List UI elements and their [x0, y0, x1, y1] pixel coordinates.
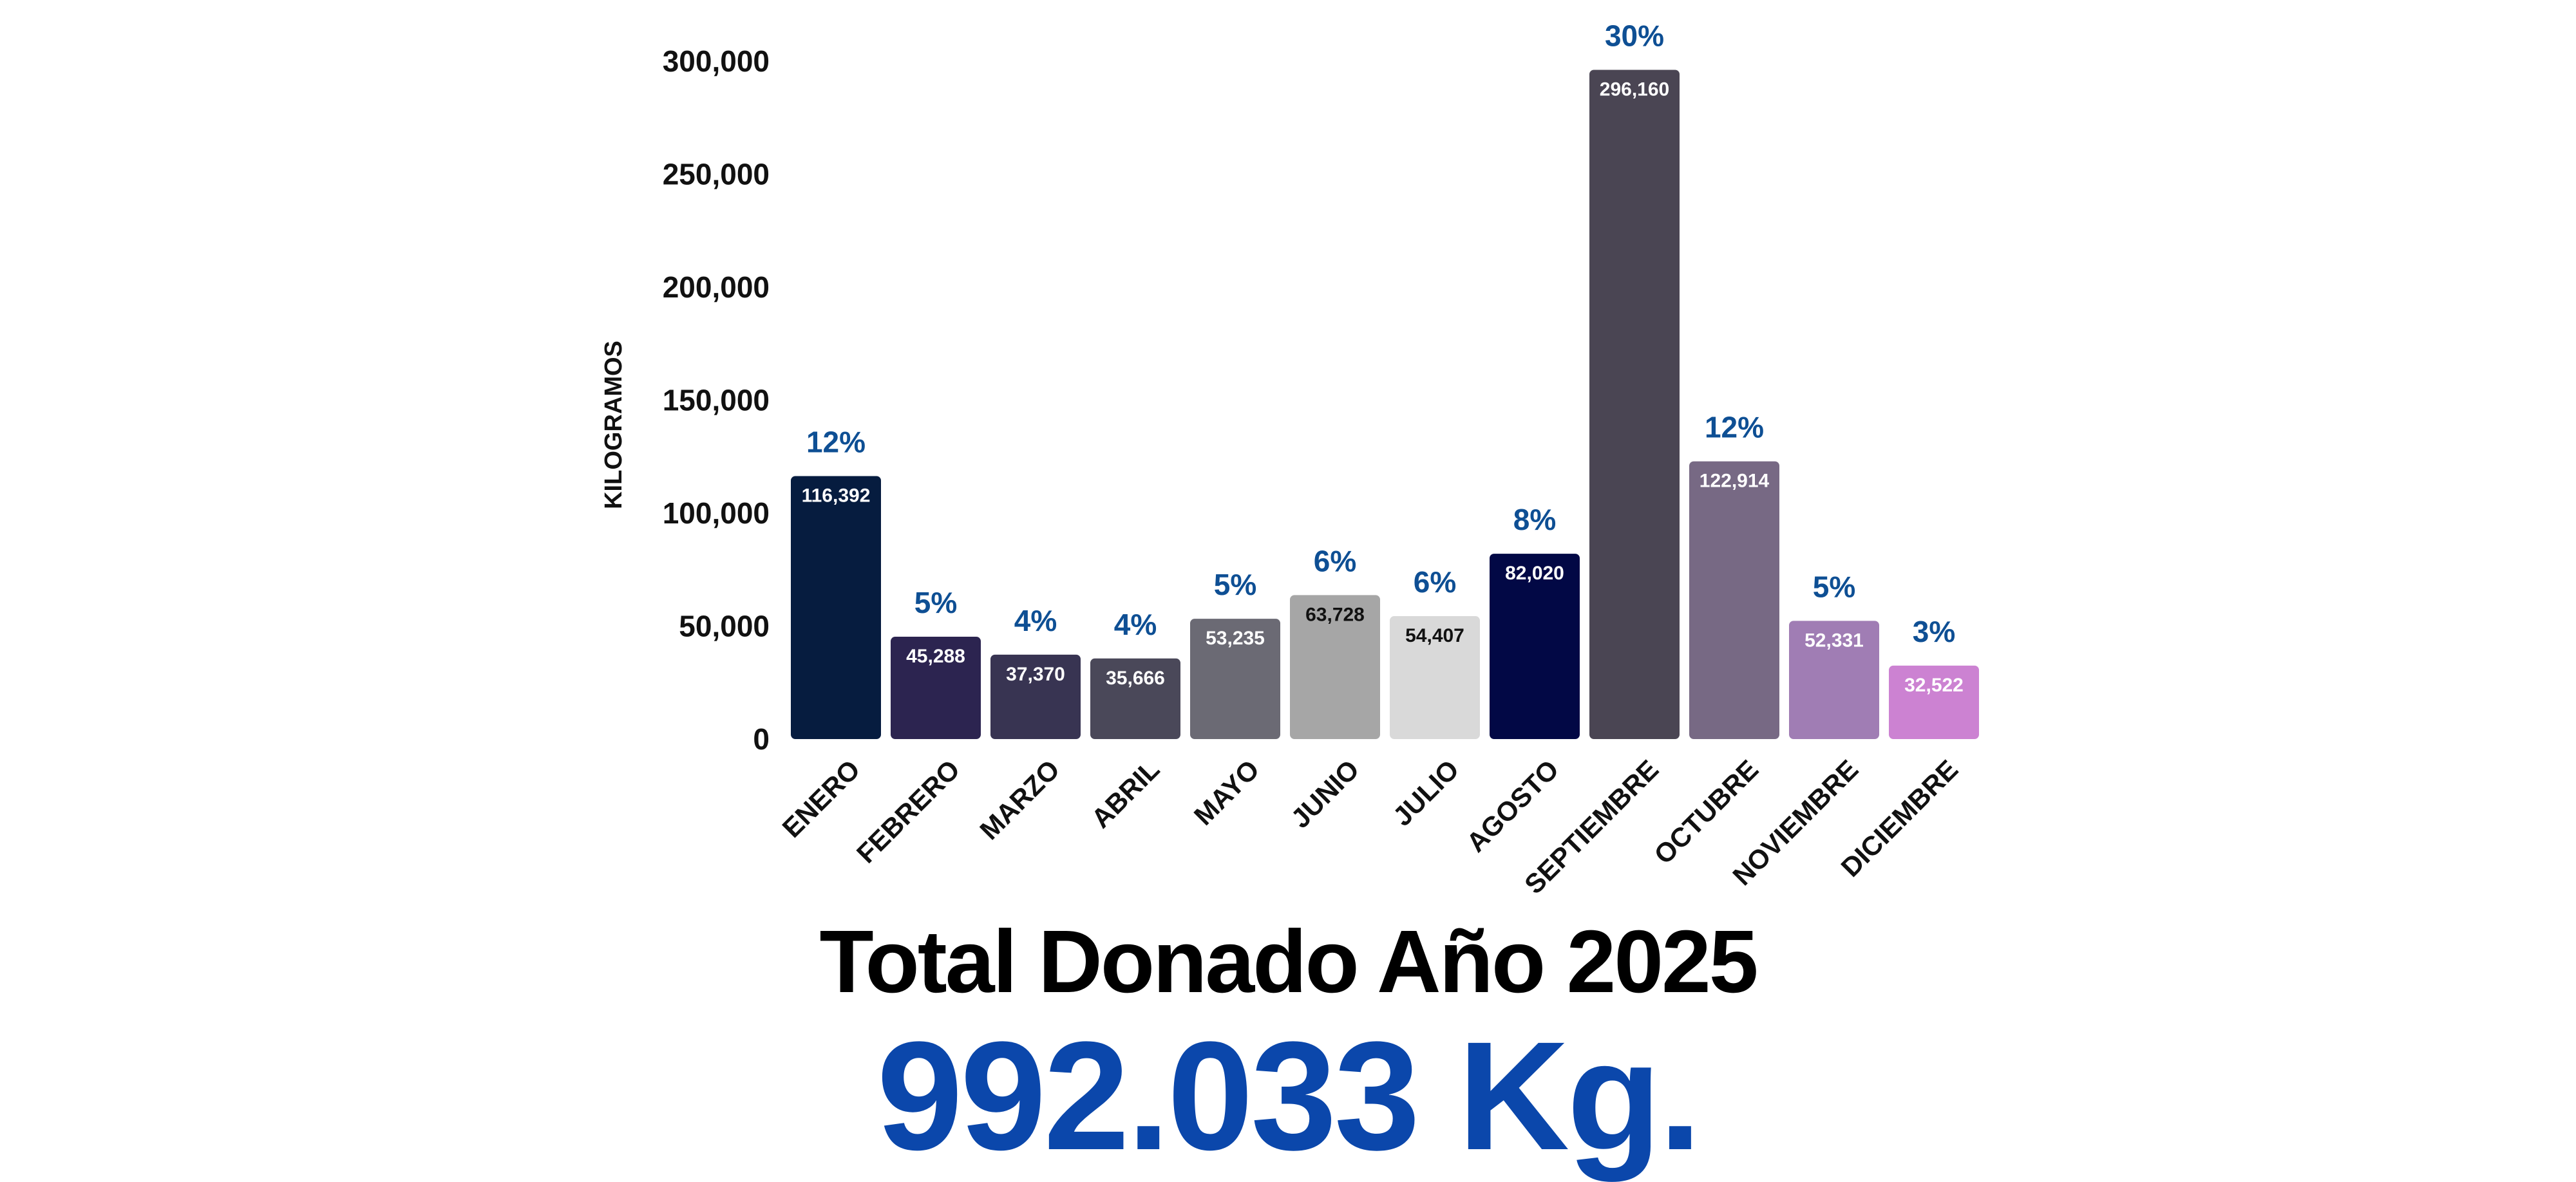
- y-axis-ticks: 0 50,000 100,000 150,000 200,000 250,000 300,0…: [663, 44, 770, 756]
- bar-value-label: 296,160: [1600, 79, 1669, 100]
- bar-percent-label: 6%: [1314, 544, 1356, 577]
- x-tick-label: MARZO: [974, 754, 1065, 845]
- y-axis-title: KILOGRAMOS: [600, 341, 627, 509]
- bar-percent-label: 8%: [1513, 503, 1556, 536]
- bar-percent-label: 3%: [1913, 615, 1955, 648]
- y-tick-label: 250,000: [663, 158, 770, 191]
- bar-value-label: 116,392: [802, 485, 871, 506]
- x-tick-label: FEBRERO: [851, 754, 965, 868]
- bar-value-label: 54,407: [1405, 625, 1464, 646]
- bar-noviembre: [1789, 621, 1879, 739]
- bar-mayo: [1190, 619, 1280, 739]
- bar-value-label: 122,914: [1700, 471, 1770, 492]
- bar-percent-label: 5%: [1214, 568, 1256, 601]
- bar-percent-label: 12%: [1705, 411, 1764, 444]
- bar-chart: KILOGRAMOS 0 50,000 100,000 150,000 200,000 2…: [600, 19, 1979, 899]
- bar-value-label: 35,666: [1106, 668, 1165, 689]
- bar-value-label: 82,020: [1505, 563, 1564, 584]
- y-tick-label: 0: [753, 722, 770, 756]
- bar-percent-label: 5%: [914, 586, 957, 619]
- bar-percent-label: 5%: [1813, 570, 1855, 603]
- bar-octubre: [1689, 461, 1779, 739]
- y-tick-label: 150,000: [663, 384, 770, 417]
- bar-percent-label: 6%: [1414, 565, 1456, 599]
- x-tick-label: AGOSTO: [1461, 754, 1564, 858]
- x-tick-label: MAYO: [1188, 754, 1265, 831]
- y-tick-label: 50,000: [679, 610, 770, 643]
- x-tick-label: ABRIL: [1085, 754, 1165, 834]
- total-title: Total Donado Año 2025: [819, 912, 1758, 1011]
- bar-percent-label: 4%: [1014, 604, 1057, 637]
- bar-value-label: 32,522: [1904, 675, 1964, 696]
- bar-value-label: 45,288: [906, 646, 965, 667]
- bar-enero: [791, 476, 881, 739]
- x-tick-label: JULIO: [1387, 754, 1465, 832]
- x-tick-label: ENERO: [777, 754, 866, 843]
- bar-percent-label: 4%: [1114, 608, 1157, 641]
- bars-group: 116,392 12% 45,288 5% 37,370 4% 35,666 4% 53,235…: [791, 19, 1979, 740]
- bar-febrero: [891, 637, 981, 739]
- bar-percent-label: 12%: [806, 425, 866, 458]
- bar-junio: [1290, 595, 1380, 739]
- bar-value-label: 63,728: [1305, 604, 1365, 625]
- bar-septiembre: [1589, 70, 1680, 740]
- bar-value-label: 37,370: [1006, 664, 1065, 685]
- y-tick-label: 300,000: [663, 44, 770, 78]
- bar-percent-label: 30%: [1605, 19, 1664, 52]
- bar-julio: [1390, 616, 1480, 739]
- total-value: 992.033 Kg.: [876, 1009, 1702, 1182]
- bar-abril: [1090, 658, 1180, 739]
- y-tick-label: 200,000: [663, 270, 770, 304]
- bar-agosto: [1490, 554, 1580, 739]
- x-tick-label: JUNIO: [1285, 754, 1365, 834]
- y-tick-label: 100,000: [663, 496, 770, 530]
- bar-marzo: [990, 654, 1081, 739]
- bar-diciembre: [1889, 665, 1979, 739]
- bar-value-label: 53,235: [1206, 628, 1265, 649]
- bar-value-label: 52,331: [1804, 630, 1864, 651]
